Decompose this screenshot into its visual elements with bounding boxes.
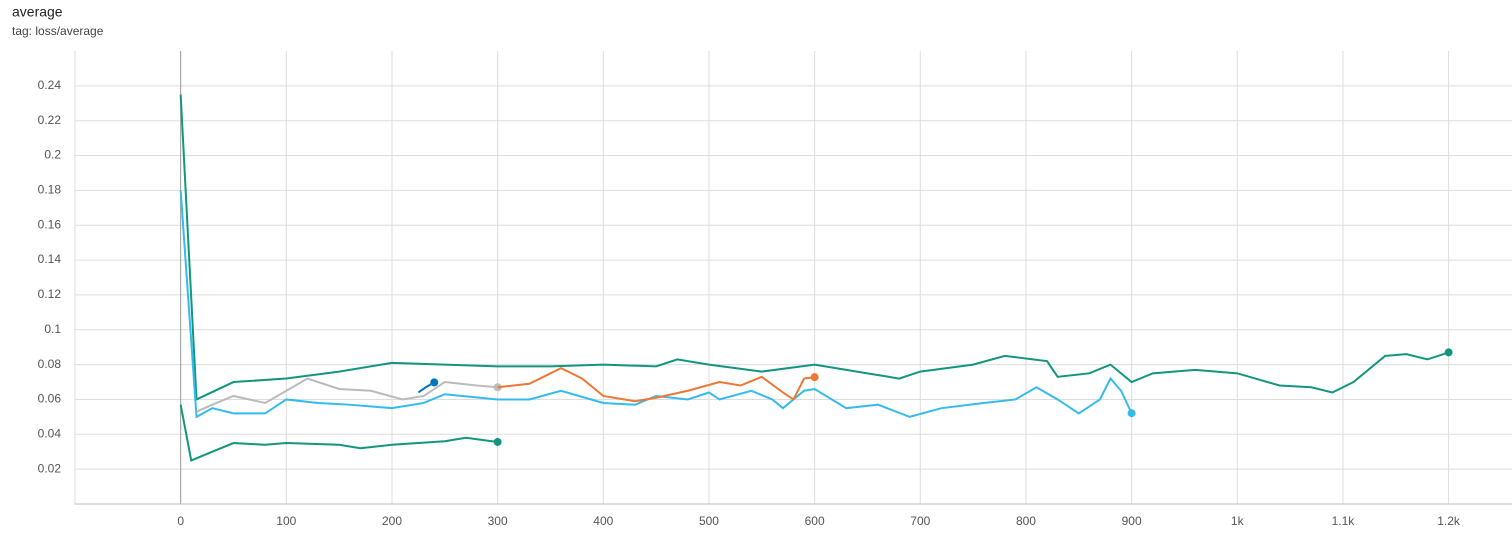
series-end-dot bbox=[430, 378, 439, 387]
x-tick-label: 100 bbox=[276, 514, 296, 528]
y-tick-label: 0.12 bbox=[38, 287, 62, 301]
chart-subtitle: tag: loss/average bbox=[12, 24, 104, 38]
y-tick-label: 0.22 bbox=[38, 113, 62, 127]
x-tick-label: 1.2k bbox=[1437, 514, 1461, 528]
y-tick-label: 0.08 bbox=[38, 357, 62, 371]
chart-title: average bbox=[12, 4, 63, 20]
series-end-dot bbox=[810, 373, 819, 382]
series-line bbox=[179, 404, 498, 462]
y-tick-label: 0.16 bbox=[38, 217, 62, 231]
series-line bbox=[196, 377, 498, 413]
x-tick-label: 200 bbox=[382, 514, 402, 528]
x-tick-label: 700 bbox=[910, 514, 930, 528]
y-tick-label: 0.02 bbox=[38, 461, 62, 475]
y-tick-label: 0.06 bbox=[38, 392, 62, 406]
x-tick-label: 300 bbox=[488, 514, 508, 528]
series-line bbox=[179, 190, 1133, 419]
x-tick-label: 1.1k bbox=[1332, 514, 1356, 528]
x-tick-label: 600 bbox=[805, 514, 825, 528]
series-end-dot bbox=[1127, 409, 1136, 418]
x-tick-label: 900 bbox=[1122, 514, 1142, 528]
y-tick-label: 0.04 bbox=[38, 426, 62, 440]
y-tick-label: 0.18 bbox=[38, 183, 62, 197]
y-tick-label: 0.1 bbox=[44, 322, 61, 336]
series-end-dot bbox=[493, 437, 502, 446]
x-tick-label: 500 bbox=[699, 514, 719, 528]
series-line bbox=[497, 366, 815, 403]
y-tick-label: 0.2 bbox=[44, 148, 61, 162]
x-tick-label: 1k bbox=[1231, 514, 1245, 528]
y-tick-label: 0.24 bbox=[38, 78, 62, 92]
x-tick-label: 400 bbox=[593, 514, 613, 528]
x-tick-label: 0 bbox=[177, 514, 184, 528]
series-line bbox=[179, 94, 1449, 402]
series-end-dot bbox=[1444, 348, 1453, 357]
y-tick-label: 0.14 bbox=[38, 252, 62, 266]
x-tick-label: 800 bbox=[1016, 514, 1036, 528]
